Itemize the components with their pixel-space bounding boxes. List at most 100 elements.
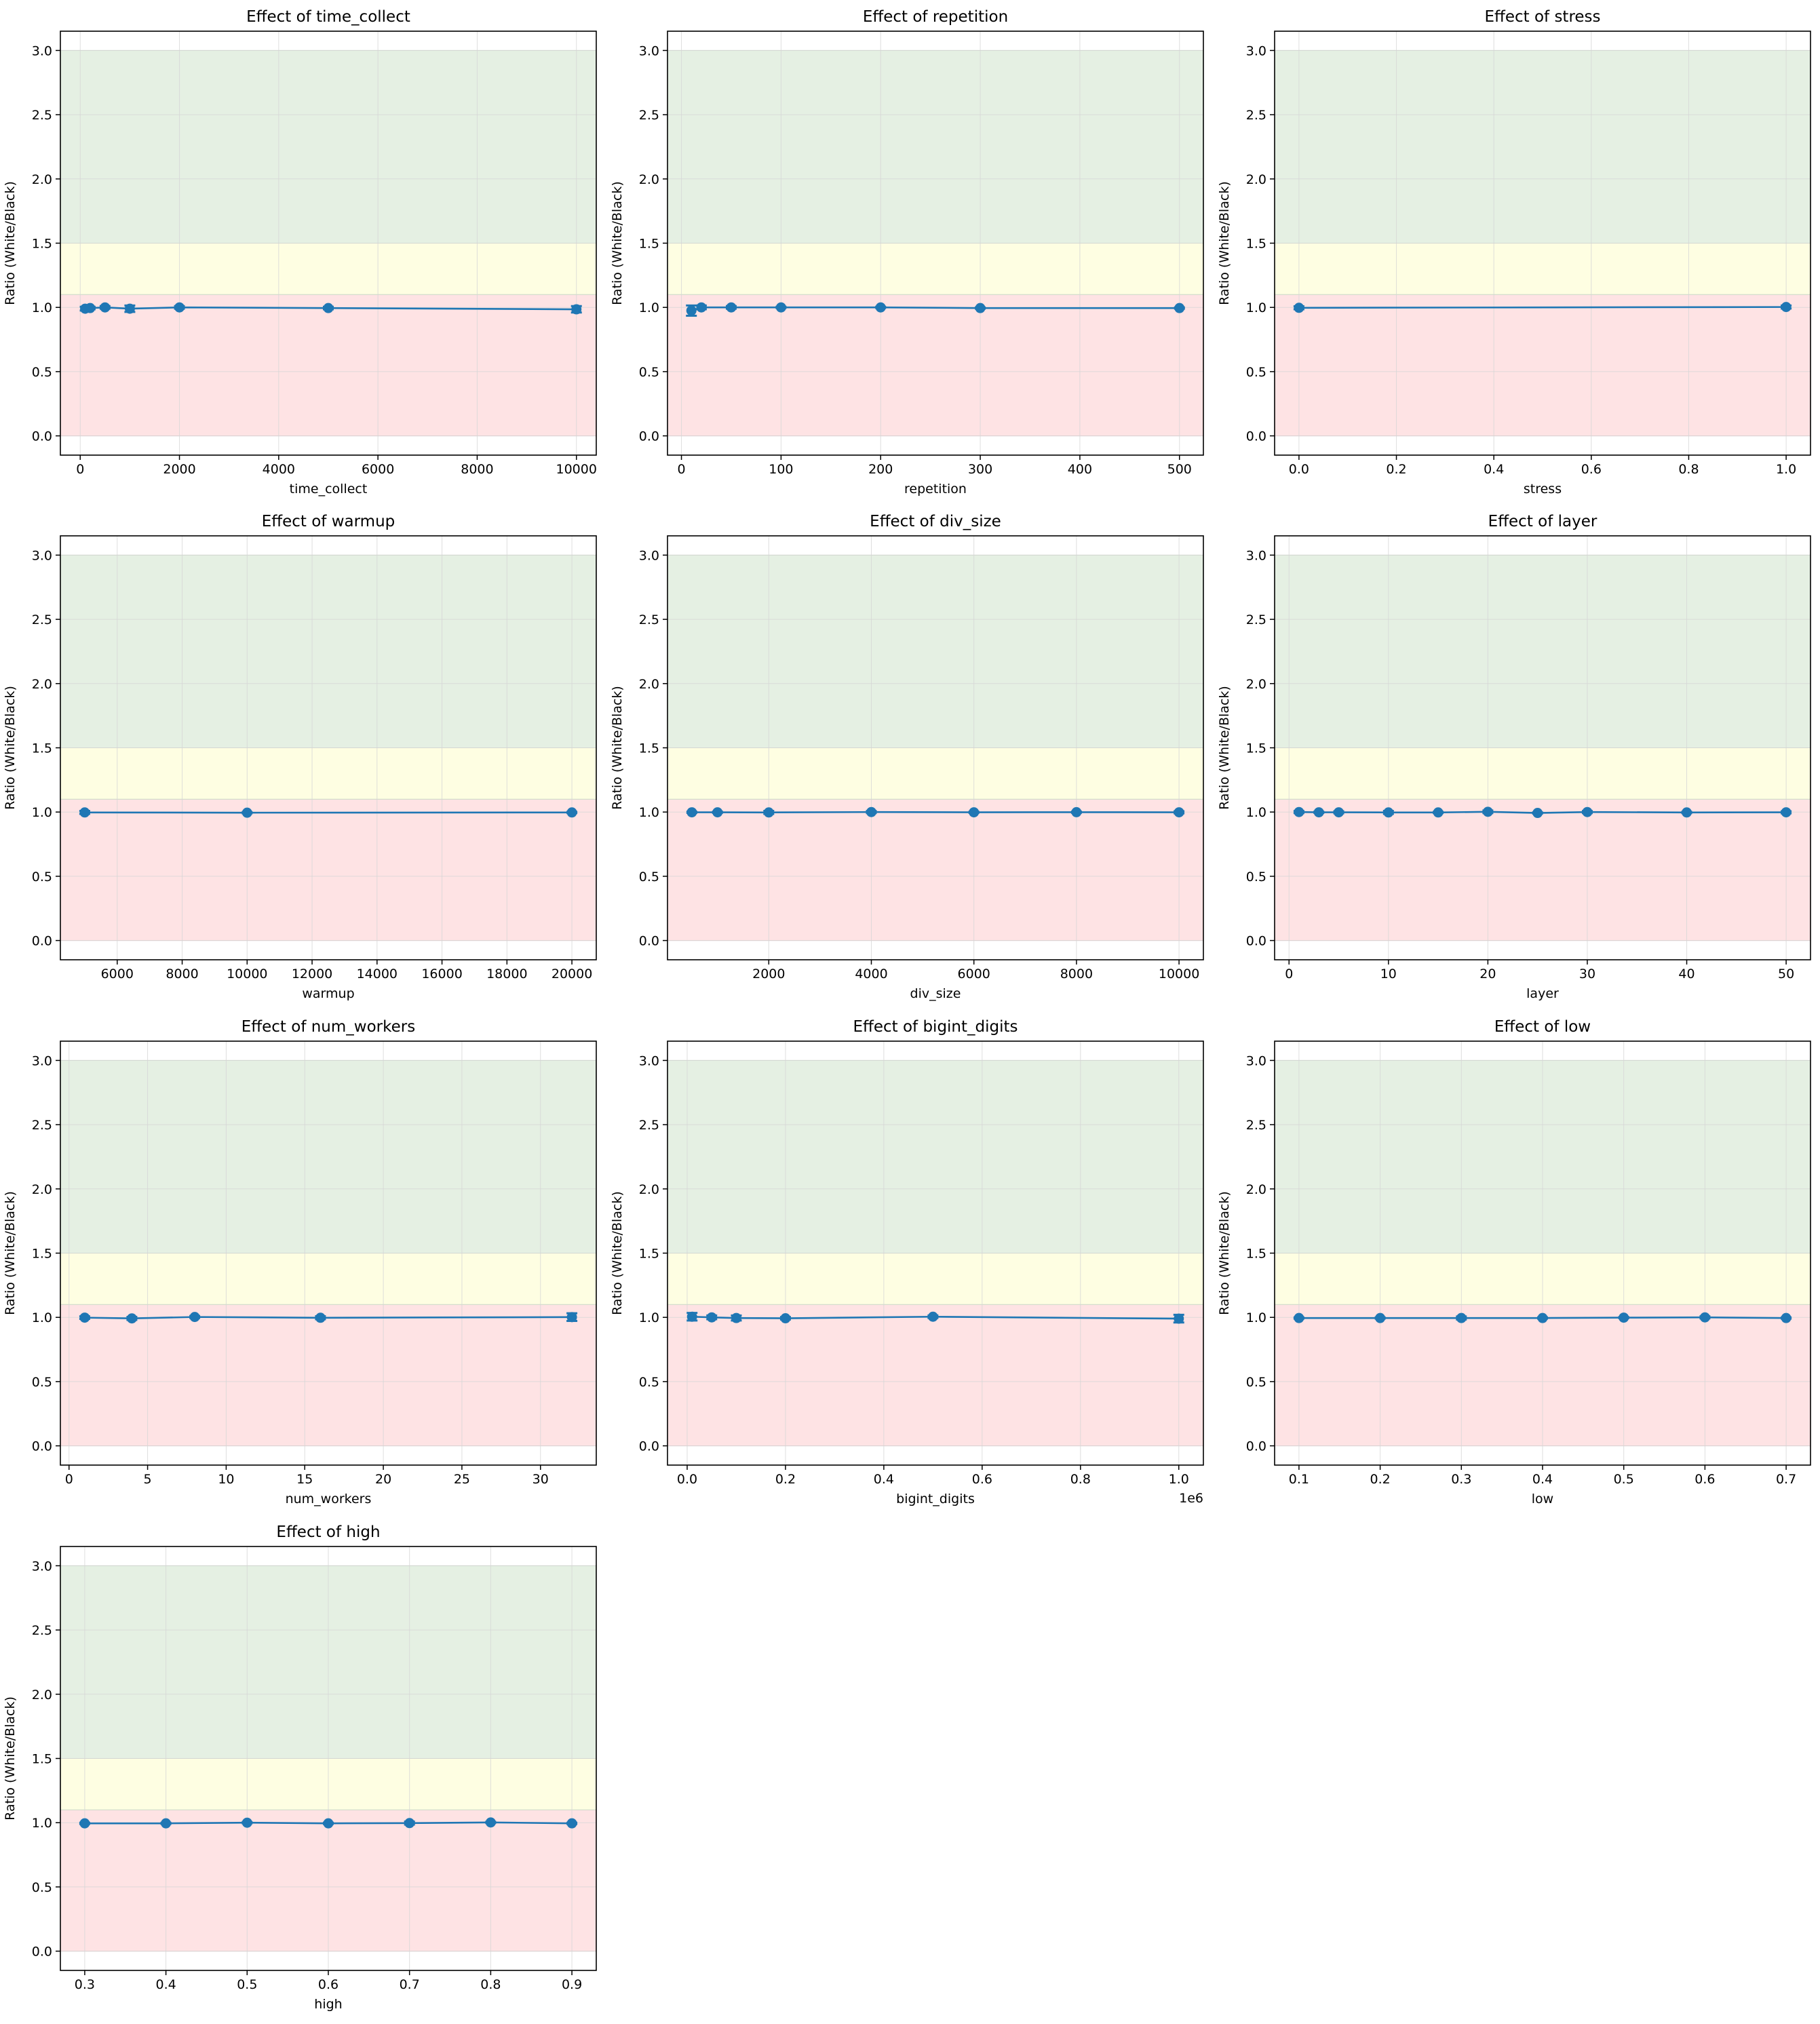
data-point <box>1174 1313 1184 1324</box>
y-tick-label: 1.5 <box>639 1247 659 1262</box>
y-tick-label: 1.5 <box>639 741 659 756</box>
x-tick-label: 0 <box>1285 967 1293 981</box>
y-tick-label: 0.0 <box>1246 1439 1266 1454</box>
data-point <box>706 1312 717 1323</box>
yellow-band <box>667 1253 1203 1305</box>
y-tick-label: 3.0 <box>32 548 52 563</box>
x-tick-label: 0.7 <box>400 1977 420 1992</box>
x-tick-label: 0.2 <box>775 1472 796 1487</box>
data-point <box>126 1313 137 1324</box>
x-tick-label: 0.4 <box>874 1472 894 1487</box>
data-point <box>485 1817 496 1828</box>
data-point <box>731 1312 741 1323</box>
x-tick-label: 500 <box>1167 462 1192 477</box>
y-tick-label: 2.5 <box>32 1623 52 1638</box>
x-tick-label: 0.6 <box>1581 462 1602 477</box>
data-point <box>100 302 111 313</box>
yellow-band <box>60 747 596 800</box>
x-tick-label: 10 <box>218 1472 234 1487</box>
x-axis-label: low <box>1532 1492 1553 1506</box>
x-axis-label: num_workers <box>286 1492 372 1506</box>
x-tick-label: 10000 <box>556 462 597 477</box>
data-point <box>1582 806 1593 817</box>
x-tick-label: 0.5 <box>237 1977 257 1992</box>
data-point <box>1532 808 1543 819</box>
yellow-band <box>667 747 1203 800</box>
data-point <box>1174 807 1184 818</box>
y-tick-label: 1.0 <box>639 300 659 315</box>
x-tick-label: 0.0 <box>1289 462 1309 477</box>
y-tick-label: 2.5 <box>1246 108 1266 123</box>
y-tick-label: 0.5 <box>1246 365 1266 380</box>
green-band <box>60 50 596 244</box>
y-tick-label: 0.5 <box>32 1375 52 1390</box>
y-tick-label: 0.0 <box>639 1439 659 1454</box>
y-tick-label: 3.0 <box>1246 43 1266 58</box>
x-tick-label: 20 <box>375 1472 391 1487</box>
subplot-9: 0.1 0.2 0.3 0.4 0.5 0.6 0.7 0.0 0.5 1.0 1.5 2.0 2.5 3… <box>1217 1018 1811 1506</box>
subplot-title: Effect of time_collect <box>246 8 410 26</box>
y-tick-label: 1.0 <box>639 1310 659 1325</box>
y-tick-label: 0.0 <box>32 1439 52 1454</box>
y-tick-label: 1.5 <box>1246 741 1266 756</box>
data-point <box>79 1818 90 1829</box>
x-axis-label: stress <box>1524 482 1562 497</box>
data-point <box>1781 1312 1792 1323</box>
y-axis-label: Ratio (White/Black) <box>1217 181 1232 305</box>
y-tick-label: 0.5 <box>32 870 52 884</box>
data-point <box>696 302 707 313</box>
red-band <box>667 1304 1203 1446</box>
data-point <box>686 305 697 316</box>
x-tick-label: 0.8 <box>1678 462 1699 477</box>
series-line <box>1298 811 1787 814</box>
data-point <box>1433 807 1444 818</box>
data-point <box>404 1818 415 1829</box>
y-tick-label: 1.0 <box>32 300 52 315</box>
x-tick-label: 1.0 <box>1169 1472 1189 1487</box>
yellow-band <box>1275 747 1811 800</box>
data-point <box>79 1312 90 1323</box>
x-tick-label: 10 <box>1380 967 1397 981</box>
data-point <box>315 1312 326 1323</box>
y-tick-label: 2.5 <box>639 612 659 627</box>
x-tick-label: 15 <box>296 1472 313 1487</box>
y-tick-label: 0.0 <box>639 934 659 949</box>
data-point <box>241 1817 252 1828</box>
y-tick-label: 2.5 <box>1246 612 1266 627</box>
y-tick-label: 1.5 <box>32 1247 52 1262</box>
y-tick-label: 3.0 <box>1246 548 1266 563</box>
data-point <box>1313 807 1324 818</box>
y-axis-label: Ratio (White/Black) <box>3 1696 18 1821</box>
data-point <box>927 1311 938 1322</box>
y-tick-label: 3.0 <box>639 43 659 58</box>
yellow-band <box>60 1253 596 1305</box>
y-tick-label: 1.0 <box>32 1816 52 1831</box>
data-point <box>975 303 986 313</box>
data-point <box>566 1818 577 1829</box>
x-tick-label: 20 <box>1479 967 1496 981</box>
x-tick-label: 50 <box>1778 967 1794 981</box>
y-tick-label: 3.0 <box>1246 1053 1266 1068</box>
data-point <box>1174 303 1185 313</box>
x-tick-label: 0.8 <box>1070 1472 1091 1487</box>
data-point <box>875 302 886 313</box>
x-tick-label: 100 <box>769 462 793 477</box>
red-band <box>1275 799 1811 941</box>
x-tick-label: 0 <box>76 462 84 477</box>
subplot-title: Effect of num_workers <box>241 1018 415 1036</box>
x-tick-label: 8000 <box>1060 967 1093 981</box>
subplot-2: 0 100 200 300 400 500 0.0 0.5 1.0 1.5 2.0 2.5 3.0 Eff… <box>610 8 1204 497</box>
green-band <box>60 1060 596 1253</box>
green-band <box>1275 50 1811 244</box>
data-point <box>1482 806 1493 817</box>
y-tick-label: 0.0 <box>1246 429 1266 444</box>
x-tick-label: 0.8 <box>480 1977 501 1992</box>
y-tick-label: 2.0 <box>639 677 659 692</box>
data-point <box>566 1312 577 1323</box>
x-tick-label: 14000 <box>357 967 398 981</box>
y-tick-label: 2.0 <box>1246 677 1266 692</box>
x-tick-label: 16000 <box>421 967 462 981</box>
green-band <box>60 555 596 748</box>
y-tick-label: 3.0 <box>639 1053 659 1068</box>
